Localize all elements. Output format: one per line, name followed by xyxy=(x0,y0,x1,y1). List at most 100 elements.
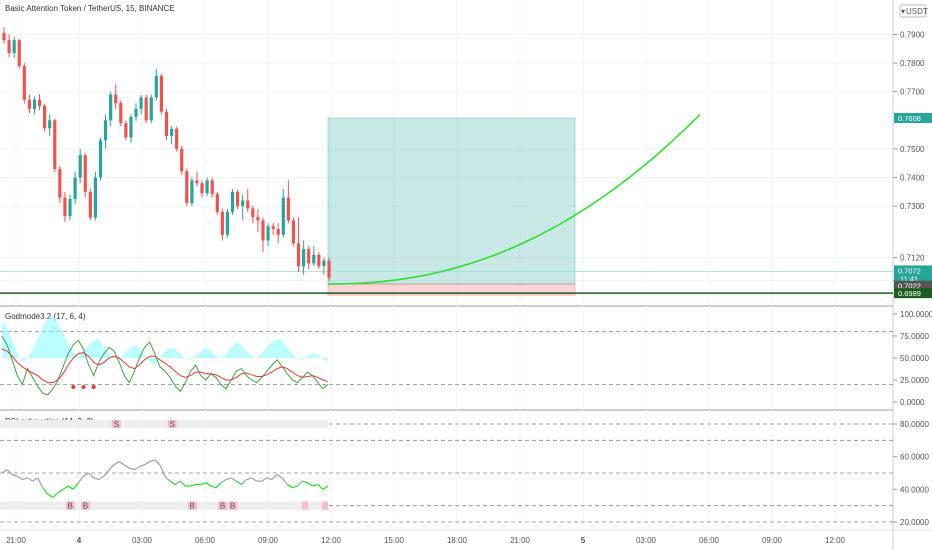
candle-body xyxy=(27,99,31,109)
position-profit-zone[interactable] xyxy=(327,117,576,285)
candle[interactable] xyxy=(180,146,184,175)
sell-signal[interactable] xyxy=(111,419,121,429)
candle[interactable] xyxy=(296,217,301,272)
buy-signal[interactable] xyxy=(187,501,197,510)
candle[interactable] xyxy=(302,240,306,275)
candle[interactable] xyxy=(83,153,87,198)
candle[interactable] xyxy=(32,96,37,115)
candle[interactable] xyxy=(58,166,62,204)
candle[interactable] xyxy=(169,126,174,144)
y-tick-label: 0.7300 xyxy=(900,202,925,211)
candle[interactable] xyxy=(276,223,280,244)
buy-signal[interactable] xyxy=(81,501,91,510)
candle-body xyxy=(241,200,245,207)
candle[interactable] xyxy=(22,63,26,104)
candle[interactable] xyxy=(286,180,290,224)
candle[interactable] xyxy=(17,39,21,69)
unit-badge[interactable]: USDT ▾ xyxy=(899,4,928,18)
candle[interactable] xyxy=(235,189,240,210)
overbought-band xyxy=(0,419,328,429)
candle[interactable] xyxy=(43,103,47,132)
candle[interactable] xyxy=(281,188,285,238)
sell-signal[interactable] xyxy=(167,419,177,429)
candle[interactable] xyxy=(195,171,199,187)
candle[interactable] xyxy=(164,108,169,141)
chevron-down-icon[interactable]: ▾ xyxy=(901,7,905,16)
axes: 21:00 4 03:00 06:00 09:00 12:00 15:00 18:00 21:0… xyxy=(6,30,932,545)
y-tick-label: 0.7500 xyxy=(900,145,925,154)
position-loss-zone[interactable] xyxy=(327,283,576,296)
candle[interactable] xyxy=(124,120,128,141)
candle[interactable] xyxy=(134,103,138,121)
candle[interactable] xyxy=(291,217,296,247)
candle[interactable] xyxy=(154,68,158,101)
candle[interactable] xyxy=(114,84,118,109)
candle[interactable] xyxy=(149,94,153,124)
candle[interactable] xyxy=(98,137,103,181)
rsi-segment xyxy=(129,467,135,471)
candle[interactable] xyxy=(251,205,255,224)
candle[interactable] xyxy=(317,251,321,270)
candle[interactable] xyxy=(88,188,92,221)
candle[interactable] xyxy=(109,91,113,127)
price-panel[interactable] xyxy=(0,27,893,296)
candle[interactable] xyxy=(185,168,189,207)
rsi-segment xyxy=(251,477,258,482)
candle[interactable] xyxy=(48,114,52,137)
candle[interactable] xyxy=(139,95,143,115)
candle[interactable] xyxy=(261,217,265,252)
candle[interactable] xyxy=(220,208,224,241)
candle-body xyxy=(88,191,92,218)
unit-badge-bg xyxy=(899,4,927,18)
candle[interactable] xyxy=(215,191,219,215)
candle[interactable] xyxy=(230,188,235,215)
candle[interactable] xyxy=(175,126,179,152)
candle[interactable] xyxy=(246,188,250,212)
candle[interactable] xyxy=(27,94,31,114)
candle[interactable] xyxy=(271,223,275,235)
candle[interactable] xyxy=(103,114,108,149)
candle-body xyxy=(200,183,204,194)
candle[interactable] xyxy=(73,171,77,204)
candle[interactable] xyxy=(256,209,260,232)
buy-signal[interactable] xyxy=(228,501,238,510)
y-tick-label: 100.0000 xyxy=(900,310,932,319)
godmode-panel[interactable]: Godmode3.2 (17, 6, 4) xyxy=(0,312,893,396)
candle[interactable] xyxy=(119,100,123,127)
unit-badge-label: USDT xyxy=(906,7,928,16)
candle[interactable] xyxy=(190,177,194,207)
candle[interactable] xyxy=(307,246,311,270)
buy-signal[interactable] xyxy=(66,501,76,510)
candle[interactable] xyxy=(12,36,16,58)
candle[interactable] xyxy=(210,178,214,198)
candle[interactable] xyxy=(37,93,42,110)
candle-body xyxy=(2,32,6,41)
candle[interactable] xyxy=(93,171,98,221)
candle[interactable] xyxy=(312,246,316,267)
candle[interactable] xyxy=(144,94,148,124)
rsi-segment xyxy=(37,477,44,488)
candle[interactable] xyxy=(266,223,270,247)
candle[interactable] xyxy=(53,118,57,172)
candle[interactable] xyxy=(205,177,209,197)
candle[interactable] xyxy=(200,180,204,198)
candle-body xyxy=(114,94,118,104)
candle[interactable] xyxy=(322,257,326,275)
candle[interactable] xyxy=(225,209,230,238)
candle-body xyxy=(256,217,260,221)
candle[interactable] xyxy=(241,194,245,221)
candle[interactable] xyxy=(68,194,72,221)
candle[interactable] xyxy=(63,191,67,222)
y-tick-label: 60.0000 xyxy=(900,453,929,462)
candle[interactable] xyxy=(159,73,164,115)
candle-body xyxy=(63,197,67,217)
candle[interactable] xyxy=(7,34,11,58)
signal-dot xyxy=(71,385,76,390)
candle[interactable] xyxy=(327,257,331,281)
buy-signal[interactable] xyxy=(218,501,228,510)
candle[interactable] xyxy=(2,27,6,44)
candle[interactable] xyxy=(129,114,133,143)
candle[interactable] xyxy=(78,148,82,184)
